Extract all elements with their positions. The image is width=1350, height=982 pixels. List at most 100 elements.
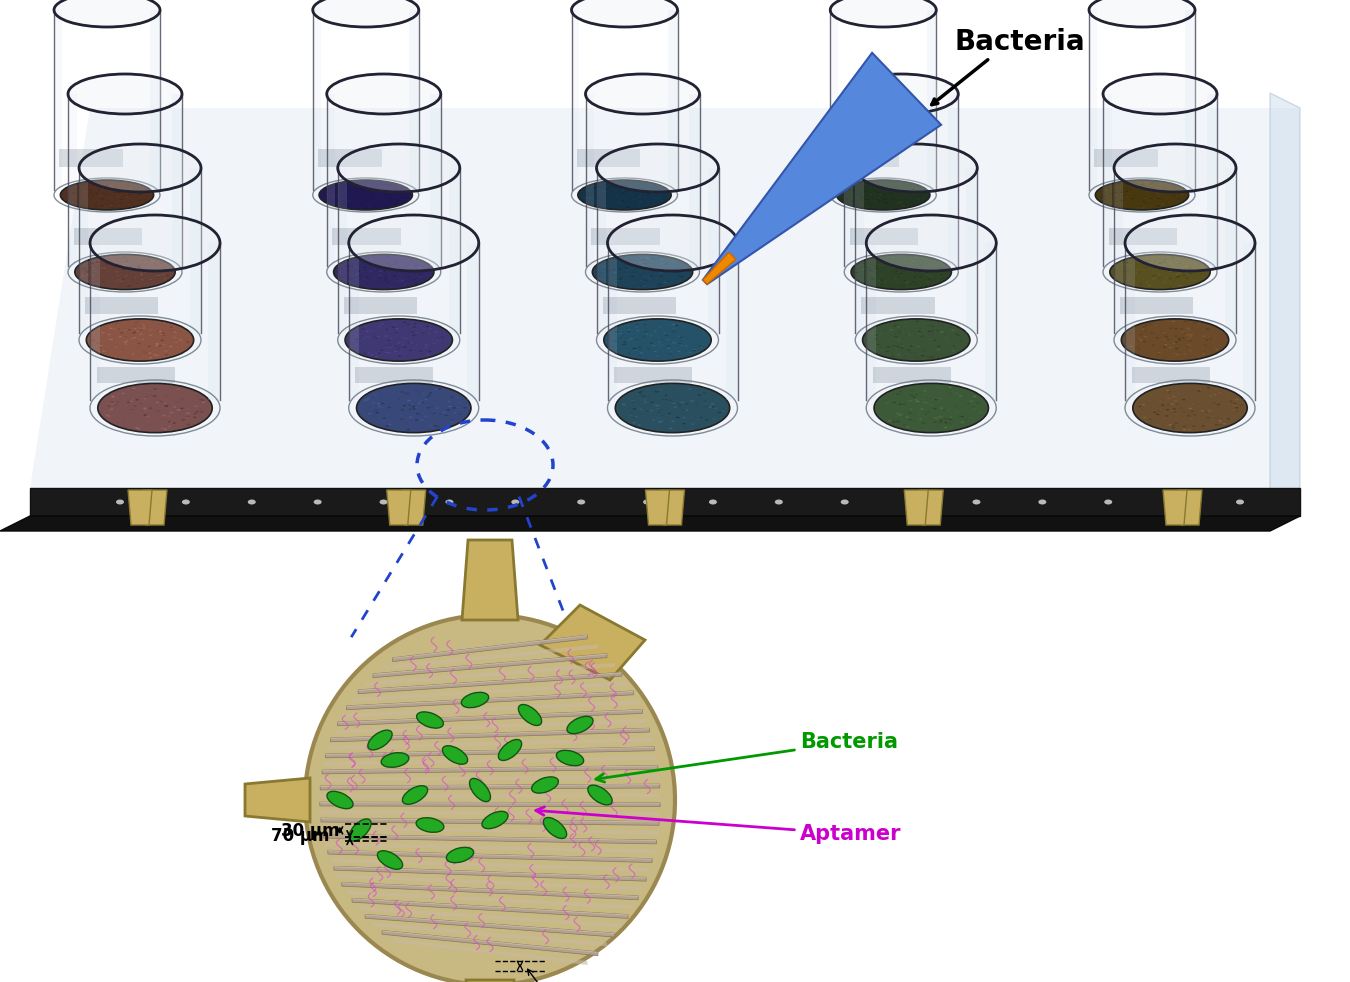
Ellipse shape [193, 416, 197, 418]
Ellipse shape [896, 326, 899, 328]
Ellipse shape [904, 339, 909, 340]
Polygon shape [597, 168, 606, 333]
Ellipse shape [891, 329, 894, 330]
Ellipse shape [82, 267, 85, 269]
Ellipse shape [895, 326, 898, 327]
Ellipse shape [103, 282, 105, 283]
Ellipse shape [109, 406, 113, 407]
Ellipse shape [381, 259, 383, 260]
Ellipse shape [409, 422, 413, 424]
Ellipse shape [1154, 260, 1157, 261]
Ellipse shape [873, 276, 876, 277]
Ellipse shape [653, 270, 656, 271]
Ellipse shape [682, 338, 684, 339]
Ellipse shape [678, 336, 680, 337]
Ellipse shape [131, 389, 135, 390]
Ellipse shape [945, 418, 949, 419]
Ellipse shape [147, 260, 150, 261]
Ellipse shape [446, 409, 450, 410]
Ellipse shape [180, 340, 182, 341]
Ellipse shape [416, 412, 420, 414]
Ellipse shape [1131, 261, 1134, 262]
Ellipse shape [1165, 336, 1168, 338]
Ellipse shape [657, 257, 660, 258]
Ellipse shape [356, 383, 471, 433]
Ellipse shape [668, 412, 671, 414]
Ellipse shape [1184, 321, 1187, 322]
Ellipse shape [414, 390, 418, 392]
Ellipse shape [363, 338, 366, 339]
Ellipse shape [957, 335, 960, 336]
Ellipse shape [441, 337, 444, 338]
Ellipse shape [969, 401, 973, 402]
Ellipse shape [139, 334, 143, 335]
Ellipse shape [632, 348, 636, 350]
Ellipse shape [132, 388, 135, 389]
Ellipse shape [679, 340, 682, 342]
Ellipse shape [680, 399, 683, 400]
Ellipse shape [923, 274, 926, 275]
Ellipse shape [614, 341, 617, 342]
Ellipse shape [1183, 411, 1185, 412]
Ellipse shape [169, 346, 173, 347]
Ellipse shape [338, 144, 460, 192]
Ellipse shape [904, 259, 907, 260]
Ellipse shape [181, 398, 184, 400]
Ellipse shape [602, 266, 606, 267]
Ellipse shape [127, 390, 130, 391]
Ellipse shape [717, 412, 720, 414]
Ellipse shape [186, 342, 189, 343]
Ellipse shape [891, 355, 894, 356]
Ellipse shape [1165, 261, 1168, 262]
Ellipse shape [684, 403, 688, 405]
Ellipse shape [936, 271, 938, 272]
Ellipse shape [1142, 405, 1146, 407]
Ellipse shape [429, 407, 433, 408]
Ellipse shape [867, 215, 996, 271]
Ellipse shape [104, 410, 107, 412]
Ellipse shape [140, 334, 143, 335]
Ellipse shape [1174, 347, 1179, 348]
Ellipse shape [1164, 282, 1166, 283]
Ellipse shape [1183, 425, 1187, 427]
Ellipse shape [906, 282, 909, 283]
Ellipse shape [699, 416, 703, 418]
Ellipse shape [1146, 267, 1149, 268]
Ellipse shape [929, 418, 932, 420]
Ellipse shape [194, 416, 197, 418]
Ellipse shape [662, 344, 664, 345]
Ellipse shape [446, 500, 454, 505]
Ellipse shape [428, 425, 432, 427]
Polygon shape [645, 490, 670, 525]
Ellipse shape [101, 332, 104, 334]
Ellipse shape [1168, 262, 1170, 263]
Ellipse shape [378, 278, 382, 279]
Ellipse shape [182, 500, 190, 505]
Ellipse shape [362, 259, 364, 260]
Polygon shape [358, 673, 622, 693]
Ellipse shape [640, 391, 643, 392]
Ellipse shape [142, 276, 144, 277]
Ellipse shape [1156, 324, 1158, 326]
Ellipse shape [1233, 403, 1237, 405]
Ellipse shape [131, 354, 135, 355]
Ellipse shape [381, 407, 385, 409]
Ellipse shape [923, 264, 926, 265]
Ellipse shape [639, 347, 641, 348]
Ellipse shape [413, 279, 416, 280]
Ellipse shape [657, 411, 661, 412]
Ellipse shape [367, 262, 370, 263]
Ellipse shape [680, 402, 683, 404]
Ellipse shape [425, 326, 429, 327]
Ellipse shape [425, 350, 429, 351]
Ellipse shape [1137, 338, 1141, 339]
Ellipse shape [115, 406, 119, 407]
Ellipse shape [1126, 262, 1129, 263]
Polygon shape [342, 882, 639, 900]
Ellipse shape [1206, 339, 1208, 341]
Ellipse shape [1123, 271, 1127, 272]
Ellipse shape [115, 347, 117, 348]
Ellipse shape [880, 284, 883, 285]
Ellipse shape [132, 325, 135, 327]
Ellipse shape [949, 387, 952, 388]
